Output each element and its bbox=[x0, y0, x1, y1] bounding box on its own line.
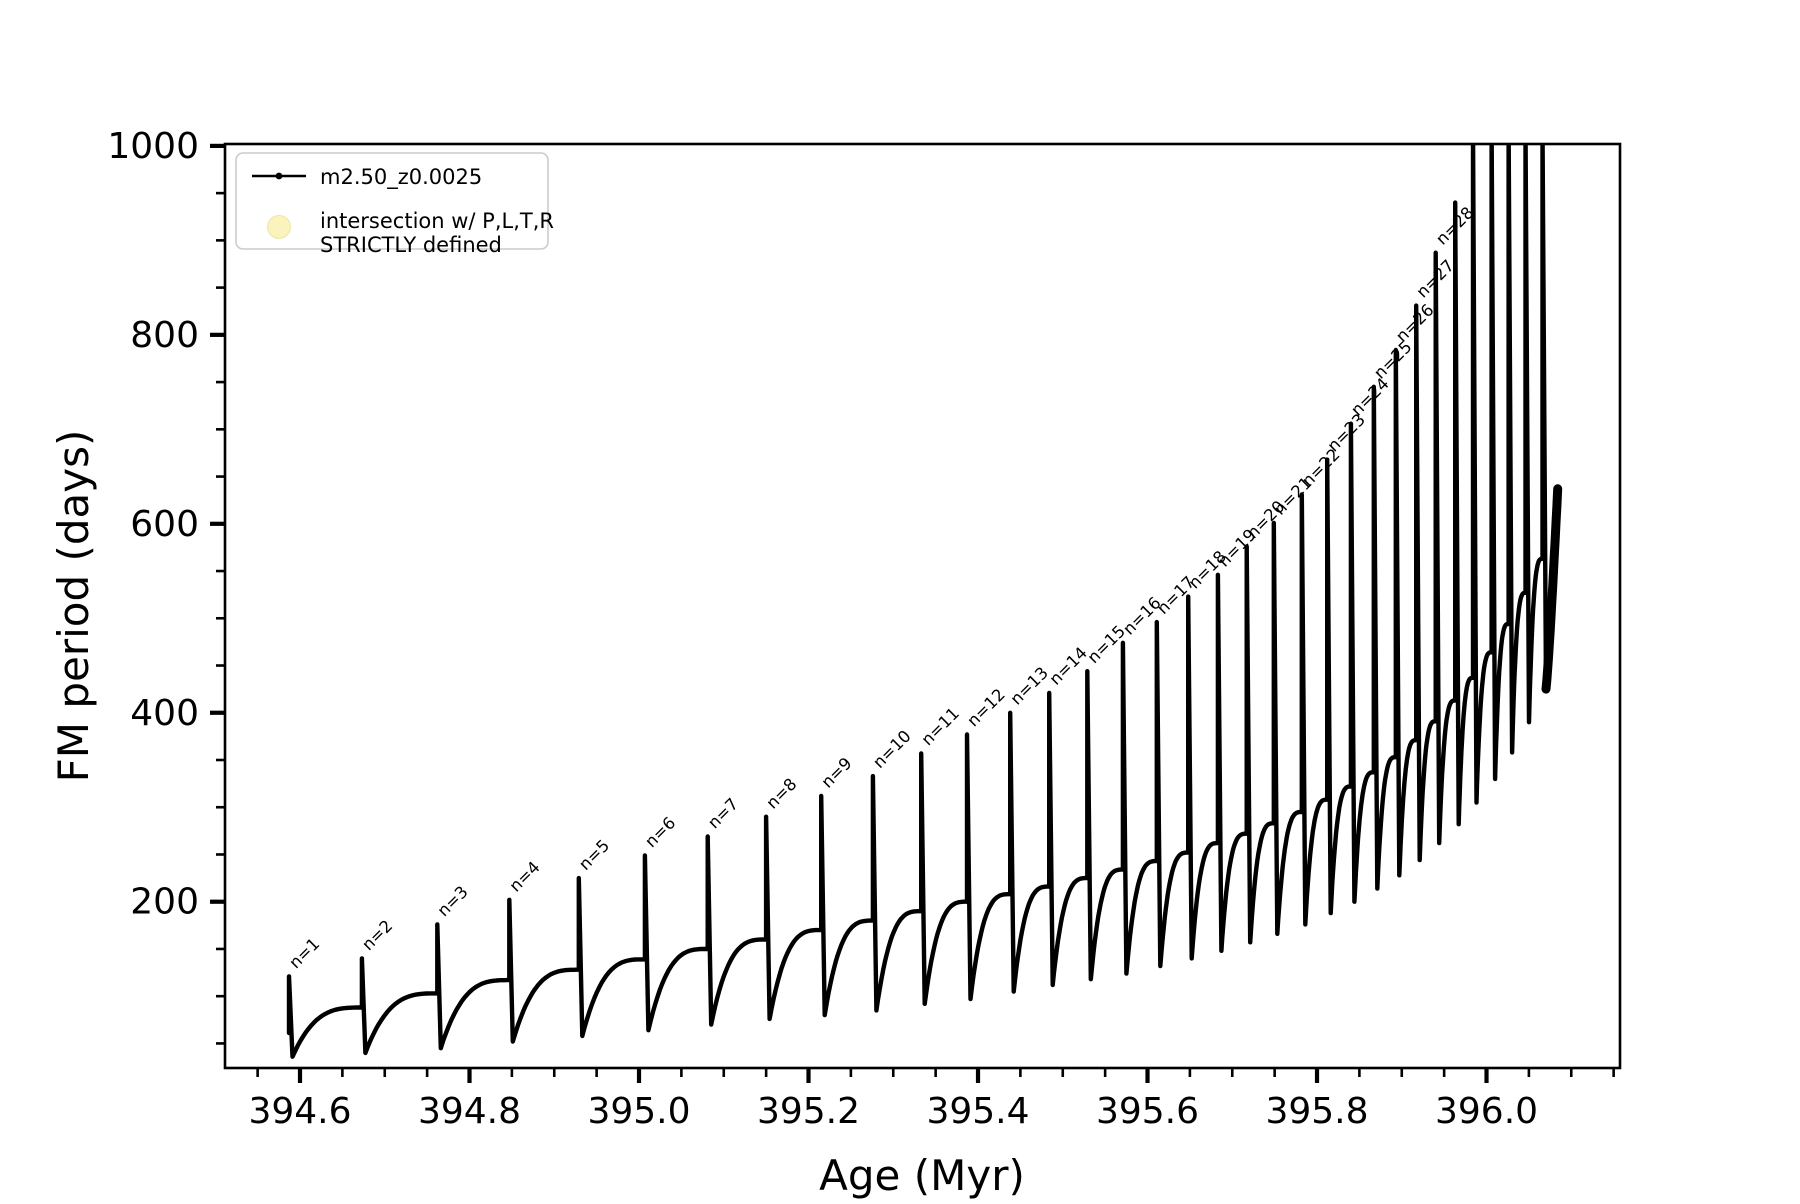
series-tail bbox=[1541, 484, 1563, 694]
x-tick-label: 396.0 bbox=[1435, 1091, 1538, 1132]
legend-circle-marker bbox=[267, 215, 291, 239]
x-tick-label: 395.8 bbox=[1265, 1091, 1368, 1132]
spike-label: n=2 bbox=[358, 916, 396, 954]
spike-label: n=4 bbox=[506, 858, 544, 896]
spike-label: n=14 bbox=[1046, 643, 1091, 688]
y-tick-label: 1000 bbox=[107, 126, 199, 167]
x-axis-label: Age (Myr) bbox=[819, 1151, 1025, 1200]
x-tick-label: 394.6 bbox=[248, 1091, 351, 1132]
spike-label: n=12 bbox=[963, 685, 1008, 730]
axes-spines bbox=[223, 142, 1622, 1070]
x-tick-label: 395.4 bbox=[926, 1091, 1029, 1132]
data-series bbox=[286, 144, 1563, 1059]
x-tick-label: 394.8 bbox=[418, 1091, 521, 1132]
legend-label-series: m2.50_z0.0025 bbox=[320, 165, 482, 190]
spike-label: n=11 bbox=[918, 704, 963, 749]
legend-label-intersection-2: STRICTLY defined bbox=[320, 233, 502, 257]
spike-label: n=5 bbox=[575, 836, 613, 874]
x-tick-label: 395.6 bbox=[1096, 1091, 1199, 1132]
spike-label: n=10 bbox=[869, 726, 914, 771]
series-line bbox=[286, 144, 1560, 1059]
x-tick-label: 395.2 bbox=[757, 1091, 860, 1132]
spike-annotations: n=1 n=2n=3n=4n=5n=6 n=7n=8n=9n=10 n=11 n=12n… bbox=[285, 203, 1477, 972]
spike-label: n=13 bbox=[1007, 663, 1052, 708]
legend-label-intersection-1: intersection w/ P,L,T,R bbox=[320, 209, 554, 233]
spike-label: n=24 bbox=[1347, 374, 1392, 419]
spike-label: n=3 bbox=[434, 882, 472, 920]
y-tick-label: 800 bbox=[130, 315, 199, 356]
spike-label: n=7 bbox=[704, 794, 742, 832]
y-tick-label: 600 bbox=[130, 504, 199, 545]
legend-box bbox=[235, 152, 549, 250]
legend: m2.50_z0.0025 intersection w/ P,L,T,RSTRI… bbox=[235, 152, 554, 257]
x-tick-label: 395.0 bbox=[587, 1091, 690, 1132]
spike-label: n=9 bbox=[818, 754, 856, 792]
spike-label: n=1 bbox=[285, 934, 323, 972]
spike-label: n=8 bbox=[762, 774, 800, 812]
y-tick-label: 200 bbox=[130, 882, 199, 923]
axis-ticks bbox=[210, 143, 1615, 1083]
legend-dot-marker bbox=[275, 172, 283, 180]
spike-label: n=25 bbox=[1370, 337, 1415, 382]
y-tick-label: 400 bbox=[130, 693, 199, 734]
y-axis-label: FM period (days) bbox=[49, 430, 98, 783]
plot-frame bbox=[223, 142, 1622, 1070]
spike-label: n=6 bbox=[641, 813, 679, 851]
axis-tick-labels: 394.6 394.8 395.0 395.2 395.4 395.6 395.8 396.0… bbox=[107, 126, 1538, 1132]
